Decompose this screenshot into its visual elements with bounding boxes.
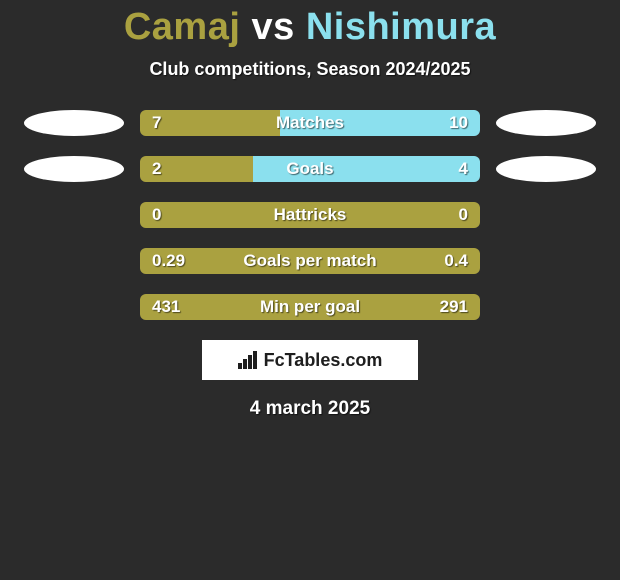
stat-row: 0.29 0.4 Goals per match [0,248,620,274]
stat-value-left: 431 [152,297,180,317]
stat-value-left: 0.29 [152,251,185,271]
stat-value-left: 7 [152,113,161,133]
team-logo-left [24,156,124,182]
date-text: 4 march 2025 [0,398,620,420]
stat-label: Min per goal [260,297,360,317]
attribution-text: FcTables.com [264,350,383,371]
stat-row: 431 291 Min per goal [0,294,620,320]
stat-value-right: 0 [459,205,468,225]
stat-row: 2 4 Goals [0,156,620,182]
stat-bar: 431 291 Min per goal [140,294,480,320]
stat-value-left: 2 [152,159,161,179]
team-logo-left [24,110,124,136]
team-logo-right [496,110,596,136]
attribution-box: FcTables.com [202,340,418,380]
stat-value-right: 0.4 [444,251,468,271]
stat-label: Hattricks [274,205,347,225]
player2-name: Nishimura [306,6,496,48]
page-title: Camaj vs Nishimura [0,0,620,49]
stat-label: Matches [276,113,344,133]
stat-row: 0 0 Hattricks [0,202,620,228]
team-logo-right [496,156,596,182]
stat-value-right: 10 [449,113,468,133]
stat-value-right: 291 [440,297,468,317]
stat-label: Goals [286,159,333,179]
comparison-chart: 7 10 Matches 2 4 Goals 0 0 Hattricks 0.29 0.4 Goals… [0,110,620,320]
stat-bar: 0 0 Hattricks [140,202,480,228]
subtitle: Club competitions, Season 2024/2025 [0,59,620,80]
stat-label: Goals per match [243,251,376,271]
stat-bar: 7 10 Matches [140,110,480,136]
player1-name: Camaj [124,6,241,48]
stat-value-right: 4 [459,159,468,179]
title-vs: vs [251,6,294,48]
stat-bar: 2 4 Goals [140,156,480,182]
bar-chart-icon [238,351,258,369]
stat-row: 7 10 Matches [0,110,620,136]
stat-value-left: 0 [152,205,161,225]
stat-bar: 0.29 0.4 Goals per match [140,248,480,274]
